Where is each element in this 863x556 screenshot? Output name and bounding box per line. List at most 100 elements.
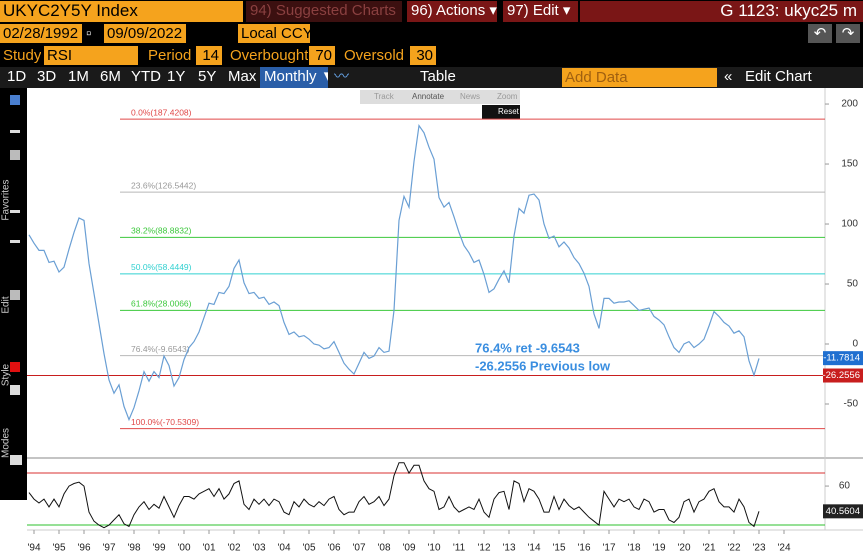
y-tick-label: 200	[841, 99, 858, 110]
mode-tool[interactable]	[10, 455, 22, 465]
x-tick-label: '22	[727, 543, 740, 554]
suggested-charts[interactable]: 94) Suggested Charts	[246, 1, 402, 22]
side-label: Modes	[1, 428, 12, 458]
x-tick-label: '24	[777, 543, 790, 554]
x-tick-label: '20	[677, 543, 690, 554]
x-tick-label: '07	[352, 543, 365, 554]
study-field[interactable]: RSI	[44, 46, 138, 65]
period-field[interactable]: 14	[196, 46, 222, 65]
undo[interactable]: ↶	[808, 24, 832, 43]
float-button[interactable]: Annotate	[412, 92, 445, 101]
x-tick-label: '97	[102, 543, 115, 554]
last-value-box	[823, 351, 863, 366]
study-label: Study	[3, 47, 42, 64]
calendar-icon[interactable]: ▫	[86, 25, 92, 42]
fib-label: 0.0%(187.4208)	[131, 107, 192, 117]
range-button[interactable]: 1M	[68, 68, 89, 85]
draw-tool[interactable]	[10, 210, 20, 213]
chart-type[interactable]: 〰	[334, 68, 350, 85]
x-tick-label: '15	[552, 543, 565, 554]
edit-menu[interactable]: 97) Edit ▾	[503, 1, 578, 22]
reset-button[interactable]	[482, 105, 520, 119]
x-tick-label: '08	[377, 543, 390, 554]
x-tick-label: '23	[752, 543, 765, 554]
x-tick-label: '02	[227, 543, 240, 554]
actions-menu[interactable]: 96) Actions ▾	[407, 1, 497, 22]
y-tick-label: 50	[847, 279, 859, 290]
range-button[interactable]: 3D	[37, 68, 57, 85]
collapse[interactable]: «	[724, 68, 733, 85]
end-date[interactable]: 09/09/2022	[104, 24, 186, 43]
fib-label: 100.0%(-70.5309)	[131, 417, 199, 427]
x-tick-label: '10	[427, 543, 440, 554]
fib-label: 76.4%(-9.6543)	[131, 344, 190, 354]
screen-title: G 1123: ukyc25 m	[580, 1, 863, 22]
value-label: -26.2556	[822, 370, 860, 381]
x-tick-label: '21	[702, 543, 715, 554]
pointer-tool[interactable]	[10, 95, 20, 105]
reset-label[interactable]: Reset	[498, 107, 520, 116]
x-tick-label: '14	[527, 543, 540, 554]
overbought-label: Overbought	[230, 47, 309, 64]
x-tick-label: '16	[577, 543, 590, 554]
x-tick-label: '00	[177, 543, 190, 554]
style-tool[interactable]	[10, 385, 20, 395]
x-tick-label: '96	[77, 543, 90, 554]
range-button[interactable]: 1D	[7, 68, 27, 85]
add-data[interactable]: Add Data	[562, 68, 717, 87]
y-tick-label: 150	[841, 159, 858, 170]
table-button[interactable]: Table	[420, 68, 456, 85]
x-tick-label: '13	[502, 543, 515, 554]
redo[interactable]: ↷	[836, 24, 860, 43]
last-value-label: 40.5604	[826, 506, 860, 517]
last-value-label: -11.7814	[823, 353, 860, 364]
range-button[interactable]: 1Y	[167, 68, 186, 85]
fib-label: 50.0%(58.4449)	[131, 262, 192, 272]
oversold-field[interactable]: 30	[410, 46, 436, 65]
fib-label: 61.8%(28.0066)	[131, 299, 192, 309]
x-tick-label: '18	[627, 543, 640, 554]
y-tick-label: 100	[841, 219, 858, 230]
draw-tool[interactable]	[10, 240, 20, 243]
frequency[interactable]: Monthly ▼	[260, 67, 328, 88]
annotation: -26.2556 Previous low	[475, 358, 611, 373]
y-tick-label: 60	[839, 481, 851, 492]
oversold-label: Oversold	[344, 47, 405, 64]
ticker-field[interactable]: UKYC2Y5Y Index	[0, 1, 243, 22]
x-tick-label: '95	[52, 543, 65, 554]
range-button[interactable]: 5Y	[198, 68, 217, 85]
float-button[interactable]: News	[460, 92, 480, 101]
x-tick-label: '98	[127, 543, 140, 554]
float-button[interactable]: Zoom	[497, 92, 518, 101]
edit-tool[interactable]	[10, 290, 20, 300]
data-line	[28, 123, 760, 422]
y-tick-label: 0	[852, 339, 858, 350]
draw-tool[interactable]	[10, 150, 20, 160]
x-tick-label: '11	[453, 543, 466, 554]
data-line	[28, 462, 760, 529]
x-tick-label: '05	[302, 543, 315, 554]
x-tick-label: '99	[152, 543, 165, 554]
currency[interactable]: Local CCY	[238, 24, 310, 43]
y-tick-label: -50	[844, 399, 859, 410]
edit-chart[interactable]: Edit Chart	[745, 68, 812, 85]
overbought-field[interactable]: 70	[309, 46, 335, 65]
range-button[interactable]: 6M	[100, 68, 121, 85]
fib-label: 23.6%(126.5442)	[131, 180, 196, 190]
x-tick-label: '19	[652, 543, 665, 554]
x-tick-label: '09	[402, 543, 415, 554]
range-button[interactable]: YTD	[131, 68, 161, 85]
draw-tool[interactable]	[10, 130, 20, 133]
value-box	[823, 368, 863, 383]
period-label: Period	[148, 47, 192, 64]
float-toolbar	[360, 90, 520, 104]
x-tick-label: '12	[477, 543, 490, 554]
start-date[interactable]: 02/28/1992	[0, 24, 82, 43]
last-value-box	[823, 504, 863, 519]
range-button[interactable]: Max	[228, 68, 257, 85]
float-button[interactable]: Track	[374, 92, 395, 101]
fib-label: 38.2%(88.8832)	[131, 226, 192, 236]
color-tool[interactable]	[10, 362, 20, 372]
